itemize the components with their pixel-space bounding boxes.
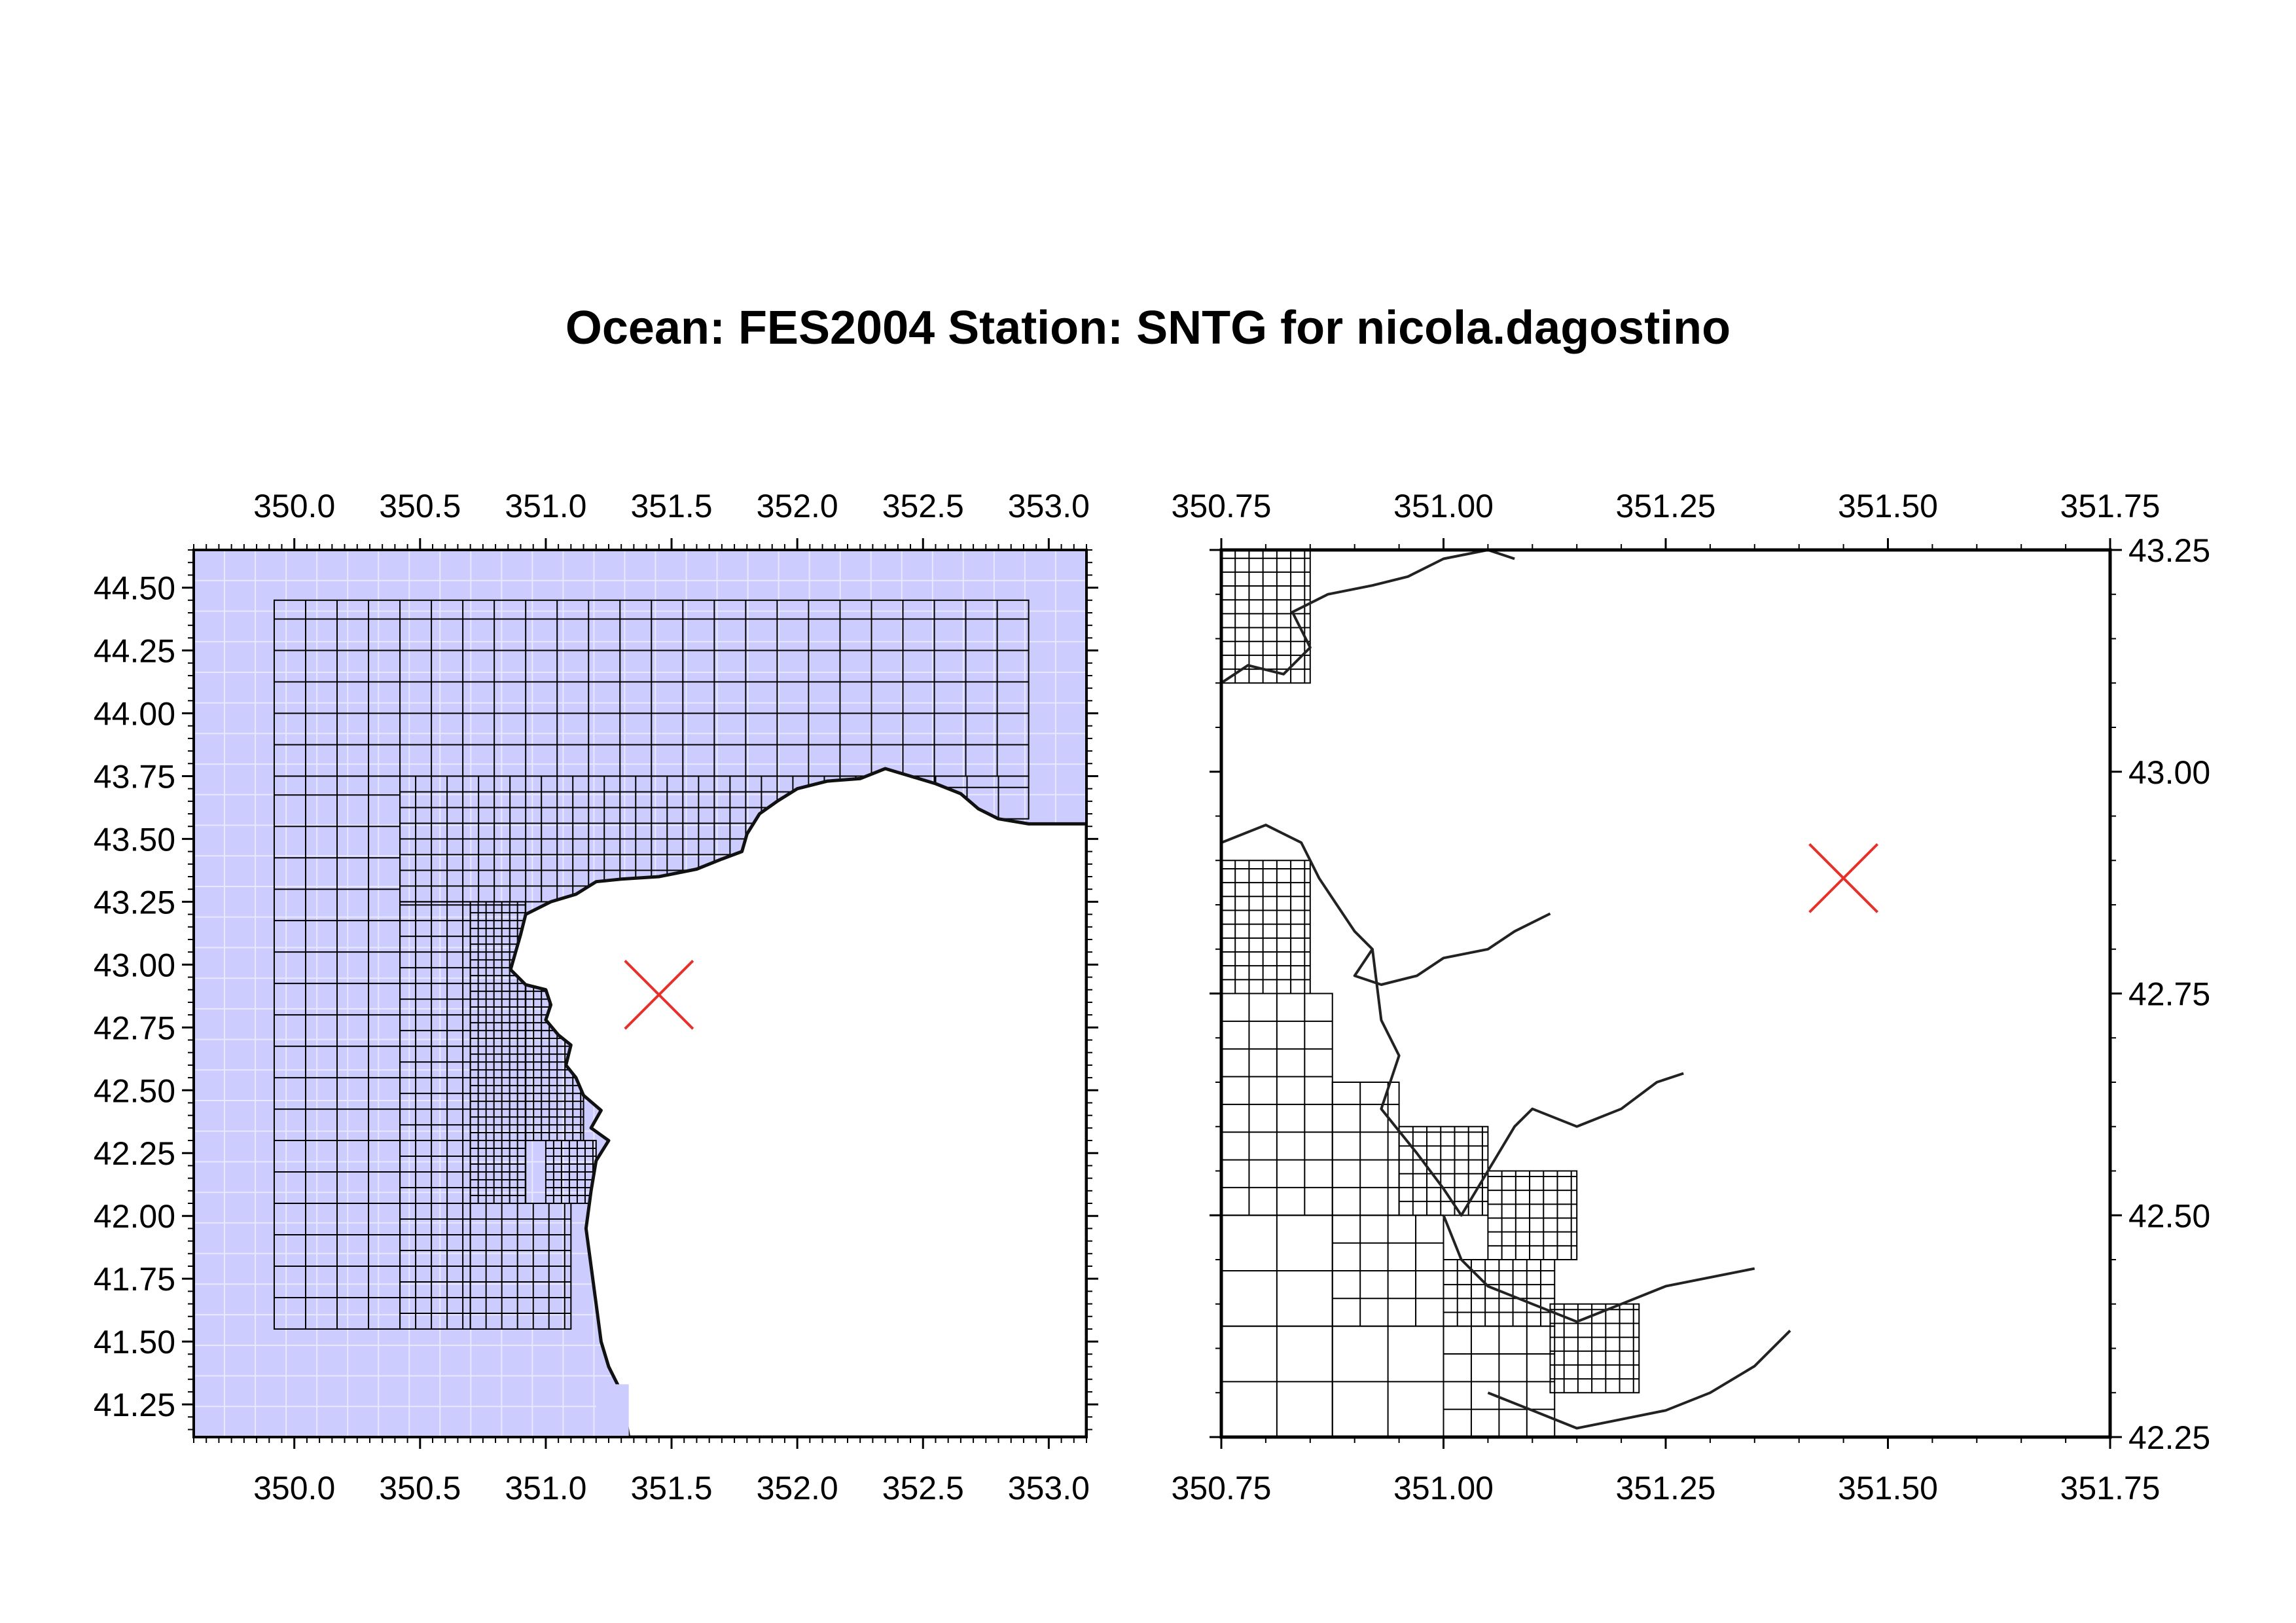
x-tick-label-top: 351.25	[1616, 488, 1716, 524]
y-tick-label: 42.50	[94, 1072, 175, 1109]
x-tick-label-bottom: 350.75	[1172, 1470, 1272, 1506]
y-tick-label: 41.25	[94, 1387, 175, 1423]
x-tick-label-bottom: 351.75	[2060, 1470, 2161, 1506]
zoom-mesh-block	[1221, 860, 1311, 994]
y-tick-label: 41.75	[94, 1261, 175, 1298]
zoom-station-marker[interactable]	[1808, 843, 1879, 913]
y-tick-label: 44.25	[94, 633, 175, 670]
station-x-stroke	[624, 960, 694, 1030]
x-tick-label-top: 351.5	[630, 488, 712, 524]
y-tick-label: 43.25	[2128, 532, 2210, 569]
x-tick-label-bottom: 352.5	[882, 1470, 964, 1506]
y-tick-label: 44.50	[94, 570, 175, 607]
x-tick-label-top: 351.00	[1393, 488, 1494, 524]
x-tick-label-bottom: 351.5	[630, 1470, 712, 1506]
y-tick-label: 42.50	[2128, 1197, 2210, 1234]
y-tick-label: 42.75	[2128, 976, 2210, 1013]
x-tick-label-bottom: 351.00	[1393, 1470, 1494, 1506]
x-tick-label-top: 351.0	[505, 488, 586, 524]
coastline-inlet-3	[1442, 1214, 1755, 1323]
station-marker[interactable]	[624, 960, 694, 1030]
y-tick-label: 44.00	[94, 696, 175, 733]
y-tick-label: 43.75	[94, 758, 175, 795]
x-tick-label-bottom: 350.5	[379, 1470, 461, 1506]
x-tick-label-top: 352.0	[757, 488, 838, 524]
y-tick-label: 43.50	[94, 821, 175, 858]
coastline-inlet-2	[1371, 949, 1684, 1217]
y-tick-label: 42.00	[94, 1198, 175, 1235]
zoom-coastline	[1221, 550, 1791, 1430]
x-tick-label-top: 353.0	[1008, 488, 1090, 524]
zoom-mesh-cells	[1221, 550, 1640, 1437]
zoom-map-axes: 350.75 350.75 351.00 351.00 351.25 351.25 351.…	[1172, 488, 2211, 1506]
y-tick-label: 42.75	[94, 1010, 175, 1046]
x-tick-label-bottom: 353.0	[1008, 1470, 1090, 1506]
page-title: Ocean: FES2004 Station: SNTG for nicola.…	[565, 302, 1731, 354]
y-tick-label: 41.50	[94, 1324, 175, 1360]
land-area	[509, 767, 1086, 1437]
zoom-map-frame	[1219, 548, 2112, 1439]
coastline-south	[1487, 1329, 1791, 1430]
y-tick-label: 42.25	[2128, 1419, 2210, 1456]
coastline	[509, 767, 1086, 1437]
y-tick-label: 43.00	[2128, 754, 2210, 791]
x-tick-label-bottom: 351.0	[505, 1470, 586, 1506]
overview-map-frame	[192, 549, 1088, 1438]
coastline-inlet-1	[1221, 824, 1551, 986]
x-tick-label-bottom: 352.0	[757, 1470, 838, 1506]
station-x-stroke	[1808, 843, 1879, 913]
x-tick-label-top: 351.50	[1838, 488, 1938, 524]
ocean-patch	[596, 1384, 629, 1437]
x-tick-label-bottom: 351.50	[1838, 1470, 1938, 1506]
x-tick-label-top: 350.0	[253, 488, 335, 524]
zoom-mesh-block	[1549, 1303, 1640, 1394]
x-tick-label-top: 350.5	[379, 488, 461, 524]
y-tick-label: 43.00	[94, 947, 175, 983]
x-tick-label-bottom: 351.25	[1616, 1470, 1716, 1506]
y-tick-label: 43.25	[94, 884, 175, 921]
coastline-north	[1221, 550, 1515, 684]
x-tick-label-bottom: 350.0	[253, 1470, 335, 1506]
x-tick-label-top: 350.75	[1172, 488, 1272, 524]
zoom-mesh-block	[1221, 550, 1311, 684]
y-tick-label: 42.25	[94, 1135, 175, 1172]
x-tick-label-top: 352.5	[882, 488, 964, 524]
zoom-mesh-block	[1331, 1082, 1400, 1216]
zoom-mesh-block	[1487, 1170, 1578, 1260]
overview-map-axes: 350.0 350.0 350.5 350.5 351.0 351.0 351.5 351.5…	[94, 488, 1098, 1506]
x-tick-label-top: 351.75	[2060, 488, 2161, 524]
